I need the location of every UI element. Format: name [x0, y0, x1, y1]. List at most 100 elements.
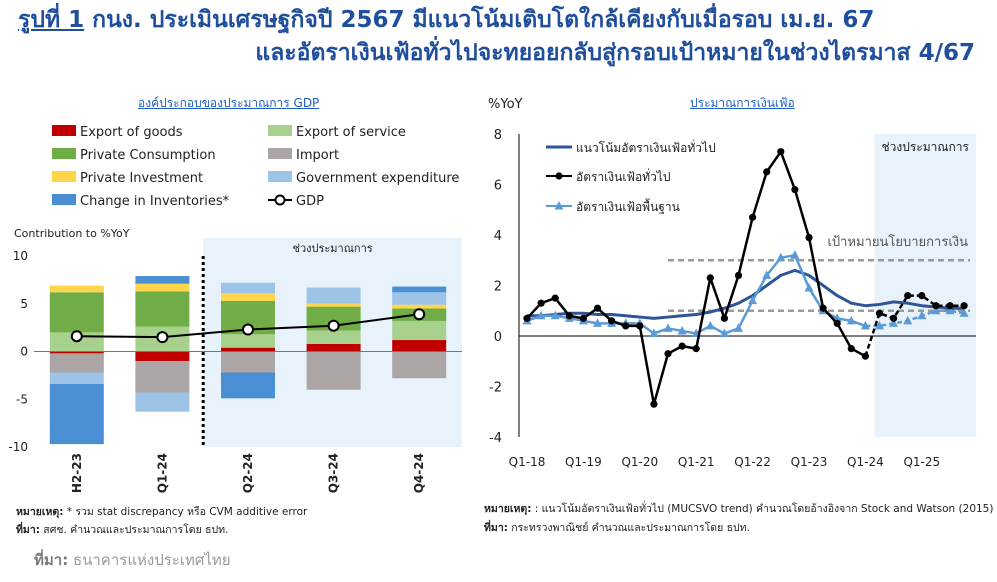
y-tick-label: 4	[494, 229, 502, 244]
note-text: * รวม stat discrepancy หรือ CVM additive…	[63, 506, 308, 518]
note-label: หมายเหตุ:	[484, 503, 532, 515]
inflation-chart-title: ประมาณการเงินเฟ้อ	[690, 96, 795, 110]
legend-label: Change in Inventories*	[80, 194, 230, 209]
bar-segment-export_goods	[306, 343, 361, 352]
y-tick-label: 6	[494, 179, 502, 194]
source-text: กระทรวงพาณิชย์ คำนวณและประมาณการโดย ธปท.	[507, 522, 750, 534]
headline-point	[650, 400, 658, 408]
gdp-point	[242, 323, 254, 336]
headline-point	[833, 319, 841, 327]
headline-point	[706, 274, 714, 282]
bar-segment-import	[49, 353, 104, 373]
headline-point	[593, 304, 602, 312]
core-point	[776, 252, 786, 262]
bar-segment-government	[221, 282, 275, 294]
headline-point	[918, 292, 926, 300]
headline-point	[946, 302, 954, 310]
title-line-1-text: กนง. ประเมินเศรษฐกิจปี 2567 มีแนวโน้มเติ…	[92, 7, 875, 33]
y-tick-label: 10	[13, 249, 28, 263]
legend-label: Private Consumption	[80, 148, 216, 163]
trend-line	[527, 268, 965, 320]
legend-core-marker	[554, 201, 564, 210]
bar-segment-government	[49, 372, 104, 384]
gdp-point	[413, 308, 426, 321]
core-point	[719, 328, 729, 337]
legend-swatch	[52, 171, 76, 182]
x-tick-label: H2-23	[70, 453, 84, 493]
core-point	[663, 323, 673, 332]
x-tick-label: Q1-19	[565, 455, 602, 469]
forecast-label: ช่วงประมาณการ	[882, 140, 970, 154]
footer-source: ที่มา: ธนาคารแห่งประเทศไทย	[34, 548, 231, 572]
legend-label: อัตราเงินเฟ้อพื้นฐาน	[576, 198, 680, 214]
bar-segment-export_goods	[392, 340, 447, 352]
headline-point	[551, 294, 559, 302]
legend-swatch	[268, 148, 292, 159]
bar-segment-private_investment	[392, 304, 447, 309]
source-text: สศช. คำนวณและประมาณการโดย ธปท.	[39, 524, 229, 536]
core-point	[860, 320, 870, 330]
target-label: เป้าหมายนโยบายการเงิน	[827, 234, 968, 250]
x-tick-label: Q1-25	[903, 455, 940, 469]
legend-label: แนวโน้มอัตราเงินเฟ้อทั่วไป	[576, 139, 716, 155]
y-tick-label: -10	[8, 440, 28, 454]
core-point	[889, 318, 899, 327]
legend-label: Export of goods	[80, 125, 183, 140]
bar-segment-inventories	[221, 372, 275, 399]
inflation-chart: ช่วงประมาณการ %YoY 8 6 4 2 0 -2 -4 Q1-18 Q1-19 Q1-2…	[488, 97, 976, 469]
headline-point	[791, 185, 799, 194]
core-point	[875, 320, 884, 330]
bar-segment-import	[221, 351, 275, 373]
inflation-note: หมายเหตุ: : แนวโน้มอัตราเงินเฟ้อทั่วไป (…	[484, 500, 993, 517]
x-tick-label: Q1-21	[678, 455, 715, 469]
bar-segment-inventories	[135, 276, 190, 284]
bar-segment-export_goods	[135, 351, 190, 362]
headline-point	[890, 314, 898, 322]
bar-segment-government	[392, 292, 447, 305]
core-point	[748, 295, 758, 305]
footer-source-label: ที่มา:	[34, 551, 69, 569]
headline-point	[763, 168, 771, 176]
legend-swatch	[52, 194, 76, 205]
gdp-point	[327, 319, 340, 332]
core-point	[903, 315, 913, 325]
headline-point	[960, 302, 968, 310]
title-line-1: รูปที่ 1 กนง. ประเมินเศรษฐกิจปี 2567 มีแ…	[18, 4, 874, 36]
core-point	[649, 328, 659, 337]
bar-segment-private_consumption	[135, 291, 190, 327]
legend-gdp-marker	[274, 194, 286, 206]
legend-label: Export of service	[296, 125, 406, 140]
headline-point	[847, 345, 855, 353]
legend-label: GDP	[296, 194, 324, 209]
bar-segment-private_investment	[306, 303, 361, 307]
headline-point	[622, 322, 630, 330]
y-tick-label: 0	[20, 345, 28, 359]
bar-segment-government	[135, 392, 190, 412]
gdp-contribution-chart: ช่วงประมาณการ Contribution to %YoY 10 5 0 -5 -…	[8, 125, 462, 493]
footer-source-text: ธนาคารแห่งประเทศไทย	[68, 551, 231, 569]
core-point	[846, 315, 856, 325]
core-point	[959, 308, 969, 317]
headline-point	[678, 342, 686, 350]
core-point	[677, 325, 687, 335]
legend-swatch	[268, 125, 292, 136]
legend-label: Import	[296, 148, 339, 163]
headline-point	[932, 302, 940, 310]
gdp-source: ที่มา: สศช. คำนวณและประมาณการโดย ธปท.	[16, 521, 228, 538]
bar-segment-export_goods	[49, 351, 104, 354]
y-tick-label: 8	[494, 128, 502, 143]
x-tick-label: Q1-20	[621, 455, 658, 469]
core-point	[705, 320, 715, 330]
headline-point	[777, 148, 785, 156]
bar-segment-inventories	[392, 286, 447, 293]
core-point	[762, 270, 772, 279]
note-text: : แนวโน้มอัตราเงินเฟ้อทั่วไป (MUCSVO tre…	[531, 503, 994, 515]
core-point	[931, 305, 941, 315]
gdp-note: หมายเหตุ: * รวม stat discrepancy หรือ CV…	[16, 503, 307, 520]
x-tick-label: Q1-24	[847, 455, 884, 469]
x-tick-label: Q4-24	[412, 453, 426, 493]
headline-point	[537, 299, 545, 307]
gdp-point	[156, 331, 169, 344]
y-tick-label: -2	[489, 381, 502, 396]
inflation-source: ที่มา: กระทรวงพาณิชย์ คำนวณและประมาณการโ…	[484, 519, 750, 536]
